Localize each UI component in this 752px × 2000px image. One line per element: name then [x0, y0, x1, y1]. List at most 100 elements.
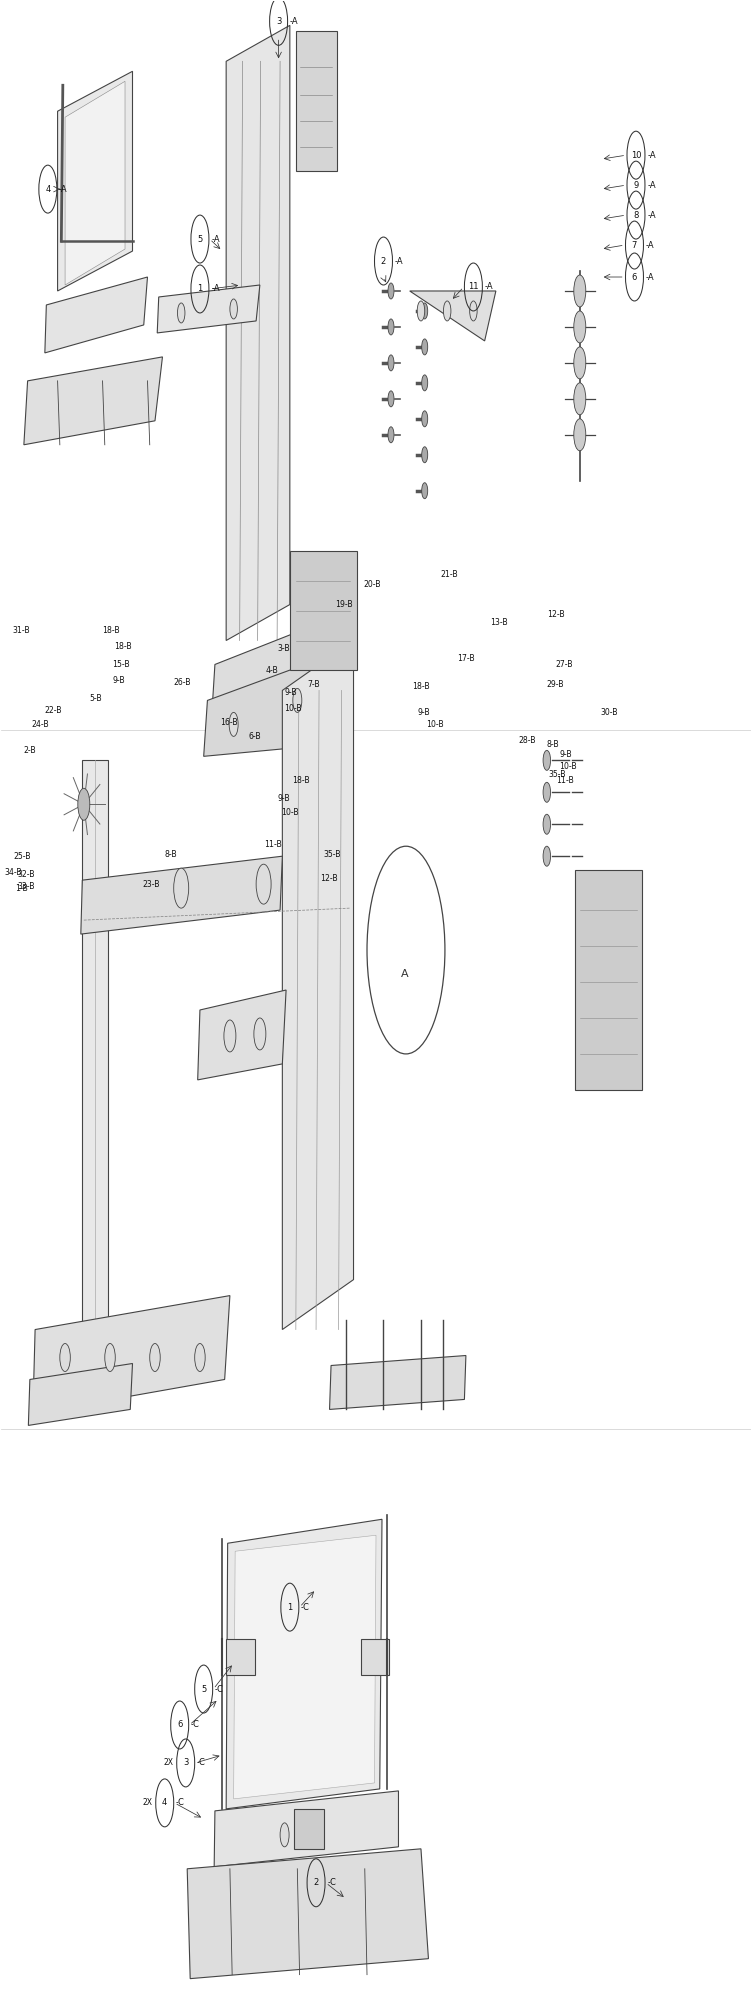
Text: 5: 5 — [201, 1684, 206, 1694]
Text: 6: 6 — [632, 272, 637, 282]
Circle shape — [422, 302, 428, 318]
Circle shape — [574, 418, 586, 450]
Text: 9: 9 — [633, 180, 638, 190]
Text: 18-B: 18-B — [292, 776, 310, 784]
Text: 29-B: 29-B — [546, 680, 563, 688]
Text: 3-B: 3-B — [277, 644, 290, 652]
Text: 2: 2 — [381, 256, 386, 266]
Text: 34-B: 34-B — [5, 868, 22, 876]
Polygon shape — [198, 990, 286, 1080]
Text: 32-B: 32-B — [18, 870, 35, 878]
Text: 18-B: 18-B — [114, 642, 132, 650]
Text: 19-B: 19-B — [335, 600, 353, 610]
Circle shape — [388, 354, 394, 370]
Text: -C: -C — [301, 1602, 310, 1612]
Text: -C: -C — [197, 1758, 206, 1768]
FancyBboxPatch shape — [293, 1808, 323, 1848]
Circle shape — [177, 302, 185, 322]
Polygon shape — [234, 1536, 376, 1798]
Circle shape — [256, 864, 271, 904]
Text: -A: -A — [211, 234, 220, 244]
Circle shape — [230, 298, 238, 318]
Text: -C: -C — [215, 1684, 224, 1694]
Text: A: A — [401, 970, 408, 980]
Text: 20-B: 20-B — [363, 580, 381, 590]
Text: -A: -A — [646, 240, 654, 250]
Circle shape — [422, 338, 428, 354]
FancyBboxPatch shape — [296, 32, 337, 172]
FancyBboxPatch shape — [575, 870, 642, 1090]
Polygon shape — [204, 660, 331, 756]
Circle shape — [422, 374, 428, 390]
Text: 4: 4 — [162, 1798, 168, 1808]
Text: 10: 10 — [631, 150, 641, 160]
Polygon shape — [33, 1296, 230, 1414]
Text: 8-B: 8-B — [165, 850, 177, 858]
Text: -C: -C — [191, 1720, 200, 1730]
Text: 33-B: 33-B — [18, 882, 35, 890]
Text: 27-B: 27-B — [556, 660, 573, 668]
Circle shape — [470, 300, 478, 320]
Text: 6-B: 6-B — [249, 732, 261, 740]
Circle shape — [60, 1344, 71, 1372]
Polygon shape — [329, 1356, 466, 1410]
Text: -A: -A — [484, 282, 493, 292]
Text: 12-B: 12-B — [547, 610, 565, 620]
Polygon shape — [157, 284, 260, 332]
Circle shape — [417, 300, 425, 320]
Text: 2X: 2X — [164, 1758, 174, 1768]
Text: 7: 7 — [632, 240, 637, 250]
Text: 13-B: 13-B — [490, 618, 508, 628]
Circle shape — [543, 846, 550, 866]
Text: 1: 1 — [197, 284, 202, 294]
Text: 8-B: 8-B — [547, 740, 559, 748]
Text: 5: 5 — [197, 234, 202, 244]
Text: -A: -A — [290, 16, 299, 26]
Polygon shape — [29, 1364, 132, 1426]
Circle shape — [574, 310, 586, 342]
Text: 3: 3 — [276, 16, 281, 26]
Polygon shape — [226, 1520, 382, 1808]
Circle shape — [574, 276, 586, 306]
Text: 30-B: 30-B — [601, 708, 618, 716]
Text: -C: -C — [176, 1798, 185, 1808]
Circle shape — [388, 318, 394, 334]
Text: -A: -A — [211, 284, 220, 294]
Text: 9-B: 9-B — [559, 750, 572, 758]
Circle shape — [388, 426, 394, 442]
Polygon shape — [24, 356, 162, 444]
Circle shape — [422, 482, 428, 498]
Text: 26-B: 26-B — [174, 678, 191, 686]
Text: 31-B: 31-B — [13, 626, 30, 636]
Polygon shape — [45, 278, 147, 352]
Text: -A: -A — [395, 256, 403, 266]
Polygon shape — [80, 856, 282, 934]
FancyBboxPatch shape — [226, 1640, 255, 1676]
Circle shape — [444, 300, 451, 320]
Text: 18-B: 18-B — [412, 682, 429, 690]
Text: 21-B: 21-B — [441, 570, 458, 580]
Text: 2X: 2X — [143, 1798, 153, 1808]
Text: 9-B: 9-B — [277, 794, 290, 802]
Text: 11-B: 11-B — [556, 776, 574, 784]
Polygon shape — [213, 630, 305, 700]
Circle shape — [574, 346, 586, 378]
Polygon shape — [187, 1848, 429, 1978]
Polygon shape — [58, 72, 132, 290]
Polygon shape — [226, 26, 290, 640]
Text: 1-B: 1-B — [15, 884, 28, 892]
Text: 11: 11 — [468, 282, 479, 292]
Text: 8: 8 — [633, 210, 638, 220]
Circle shape — [422, 410, 428, 426]
Text: 9-B: 9-B — [112, 676, 125, 684]
Text: 5-B: 5-B — [89, 694, 102, 702]
Text: 28-B: 28-B — [518, 736, 536, 744]
Text: 15-B: 15-B — [112, 660, 130, 668]
Circle shape — [388, 390, 394, 406]
Text: 1: 1 — [287, 1602, 293, 1612]
Text: 22-B: 22-B — [45, 706, 62, 714]
Text: 24-B: 24-B — [32, 720, 49, 728]
Circle shape — [293, 688, 302, 712]
Text: 12-B: 12-B — [320, 874, 338, 882]
Text: 4: 4 — [45, 184, 50, 194]
